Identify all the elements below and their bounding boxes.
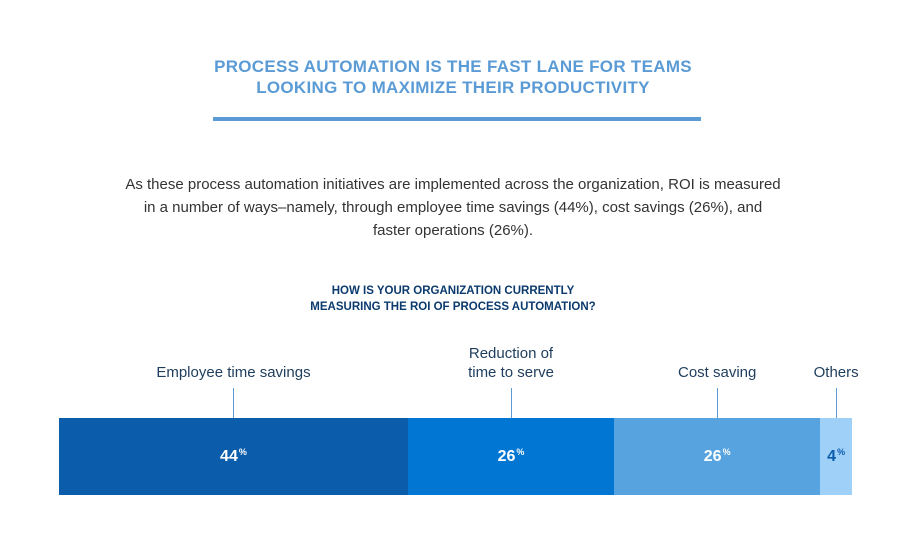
page-title-line: PROCESS AUTOMATION IS THE FAST LANE FOR … — [214, 57, 692, 76]
percent-sign: % — [837, 446, 846, 457]
category-label-line: Employee time savings — [156, 364, 311, 381]
chart-title: HOW IS YOUR ORGANIZATION CURRENTLY MEASU… — [200, 283, 706, 315]
bar-value-label: 26 — [497, 448, 516, 466]
page-title: PROCESS AUTOMATION IS THE FAST LANE FOR … — [150, 56, 756, 98]
category-label-line: Reduction of — [468, 345, 554, 362]
intro-line: in a number of ways–namely, through empl… — [143, 199, 763, 216]
category-label-line: Cost saving — [678, 364, 757, 381]
leader-line — [511, 388, 512, 418]
bar-segment: 44% — [59, 418, 408, 495]
intro-paragraph: As these process automation initiatives … — [60, 173, 846, 242]
category-label-line: time to serve — [468, 364, 554, 381]
chart-title-line: HOW IS YOUR ORGANIZATION CURRENTLY — [331, 285, 575, 297]
title-divider — [213, 117, 701, 121]
intro-line: faster operations (26%). — [372, 222, 534, 239]
bar-segment: 26% — [614, 418, 821, 495]
category-label-line: Others — [813, 364, 859, 381]
category-label: Others — [814, 363, 859, 382]
bar-segment: 4% — [820, 418, 852, 495]
leader-line — [717, 388, 719, 418]
percent-sign: % — [722, 446, 731, 457]
intro-line: As these process automation initiatives … — [125, 176, 781, 193]
chart-title-line: MEASURING THE ROI OF PROCESS AUTOMATION? — [310, 301, 596, 313]
category-label: Reduction of time to serve — [468, 344, 554, 382]
bar-segment: 26% — [407, 418, 615, 495]
leader-line — [836, 388, 838, 418]
page-title-line: LOOKING TO MAXIMIZE THEIR PRODUCTIVITY — [256, 78, 650, 97]
category-label: Employee time savings — [156, 363, 310, 382]
category-label: Cost saving — [678, 363, 756, 382]
percent-sign: % — [238, 446, 247, 457]
bar-value-label: 26 — [703, 448, 722, 466]
bar-value-label: 44 — [220, 448, 238, 466]
leader-line — [233, 388, 235, 418]
bar-value-label: 4 — [827, 448, 837, 466]
percent-sign: % — [516, 446, 525, 457]
